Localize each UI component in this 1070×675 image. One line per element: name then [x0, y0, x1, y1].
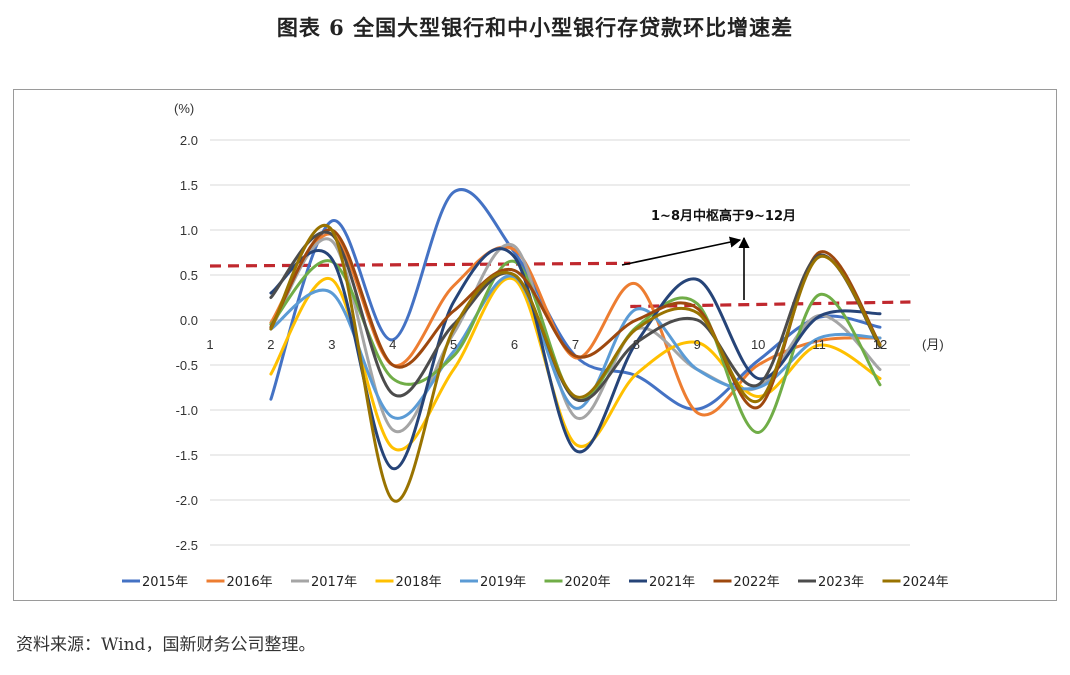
- annotation-arrow-left: [621, 236, 742, 266]
- x-tick-label: 2: [267, 337, 274, 352]
- legend-label: 2021年: [649, 575, 695, 590]
- y-tick-label: -1.0: [176, 403, 198, 418]
- y-tick-label: 0.5: [180, 268, 198, 283]
- x-tick-label: 10: [751, 337, 765, 352]
- legend-label: 2015年: [142, 575, 188, 590]
- x-tick-label: 3: [328, 337, 335, 352]
- y-axis-unit: (%): [174, 101, 194, 116]
- y-tick-label: -2.5: [176, 538, 198, 553]
- x-tick-label: 7: [572, 337, 579, 352]
- y-tick-label: -2.0: [176, 493, 198, 508]
- reference-dashed-line: [209, 261, 631, 268]
- legend-label: 2019年: [480, 575, 526, 590]
- source-note: 资料来源：Wind，国新财务公司整理。: [16, 635, 316, 655]
- x-tick-label: 12: [873, 337, 887, 352]
- y-tick-label: -1.5: [176, 448, 198, 463]
- x-tick-label: 6: [511, 337, 518, 352]
- legend-label: 2024年: [903, 575, 949, 590]
- chart-title: 图表 6 全国大型银行和中小型银行存贷款环比增速差: [276, 15, 794, 40]
- x-tick-label: 11: [812, 337, 826, 352]
- legend-label: 2023年: [818, 575, 864, 590]
- x-tick-label: 1: [206, 337, 213, 352]
- y-tick-label: 1.0: [180, 223, 198, 238]
- x-tick-label: 4: [389, 337, 396, 352]
- legend-label: 2020年: [565, 575, 611, 590]
- x-tick-label: 8: [633, 337, 640, 352]
- y-tick-label: 0.0: [180, 313, 198, 328]
- y-tick-label: 2.0: [180, 133, 198, 148]
- legend-label: 2016年: [227, 575, 273, 590]
- series-line-10: [269, 224, 882, 503]
- legend-label: 2017年: [311, 575, 357, 590]
- y-tick-label: -0.5: [176, 358, 198, 373]
- reference-dashed-line: [630, 300, 911, 309]
- series-line-5: [269, 274, 882, 420]
- y-tick-label: 1.5: [180, 178, 198, 193]
- chart-frame: [13, 89, 1057, 601]
- legend-label: 2018年: [396, 575, 442, 590]
- legend-label: 2022年: [734, 575, 780, 590]
- x-tick-label: 9: [694, 337, 701, 352]
- x-tick-label: 5: [450, 337, 457, 352]
- series-line-9: [269, 230, 882, 403]
- annotation-label: 1~8月中枢高于9~12月: [651, 208, 796, 224]
- x-axis-unit: (月): [922, 337, 944, 352]
